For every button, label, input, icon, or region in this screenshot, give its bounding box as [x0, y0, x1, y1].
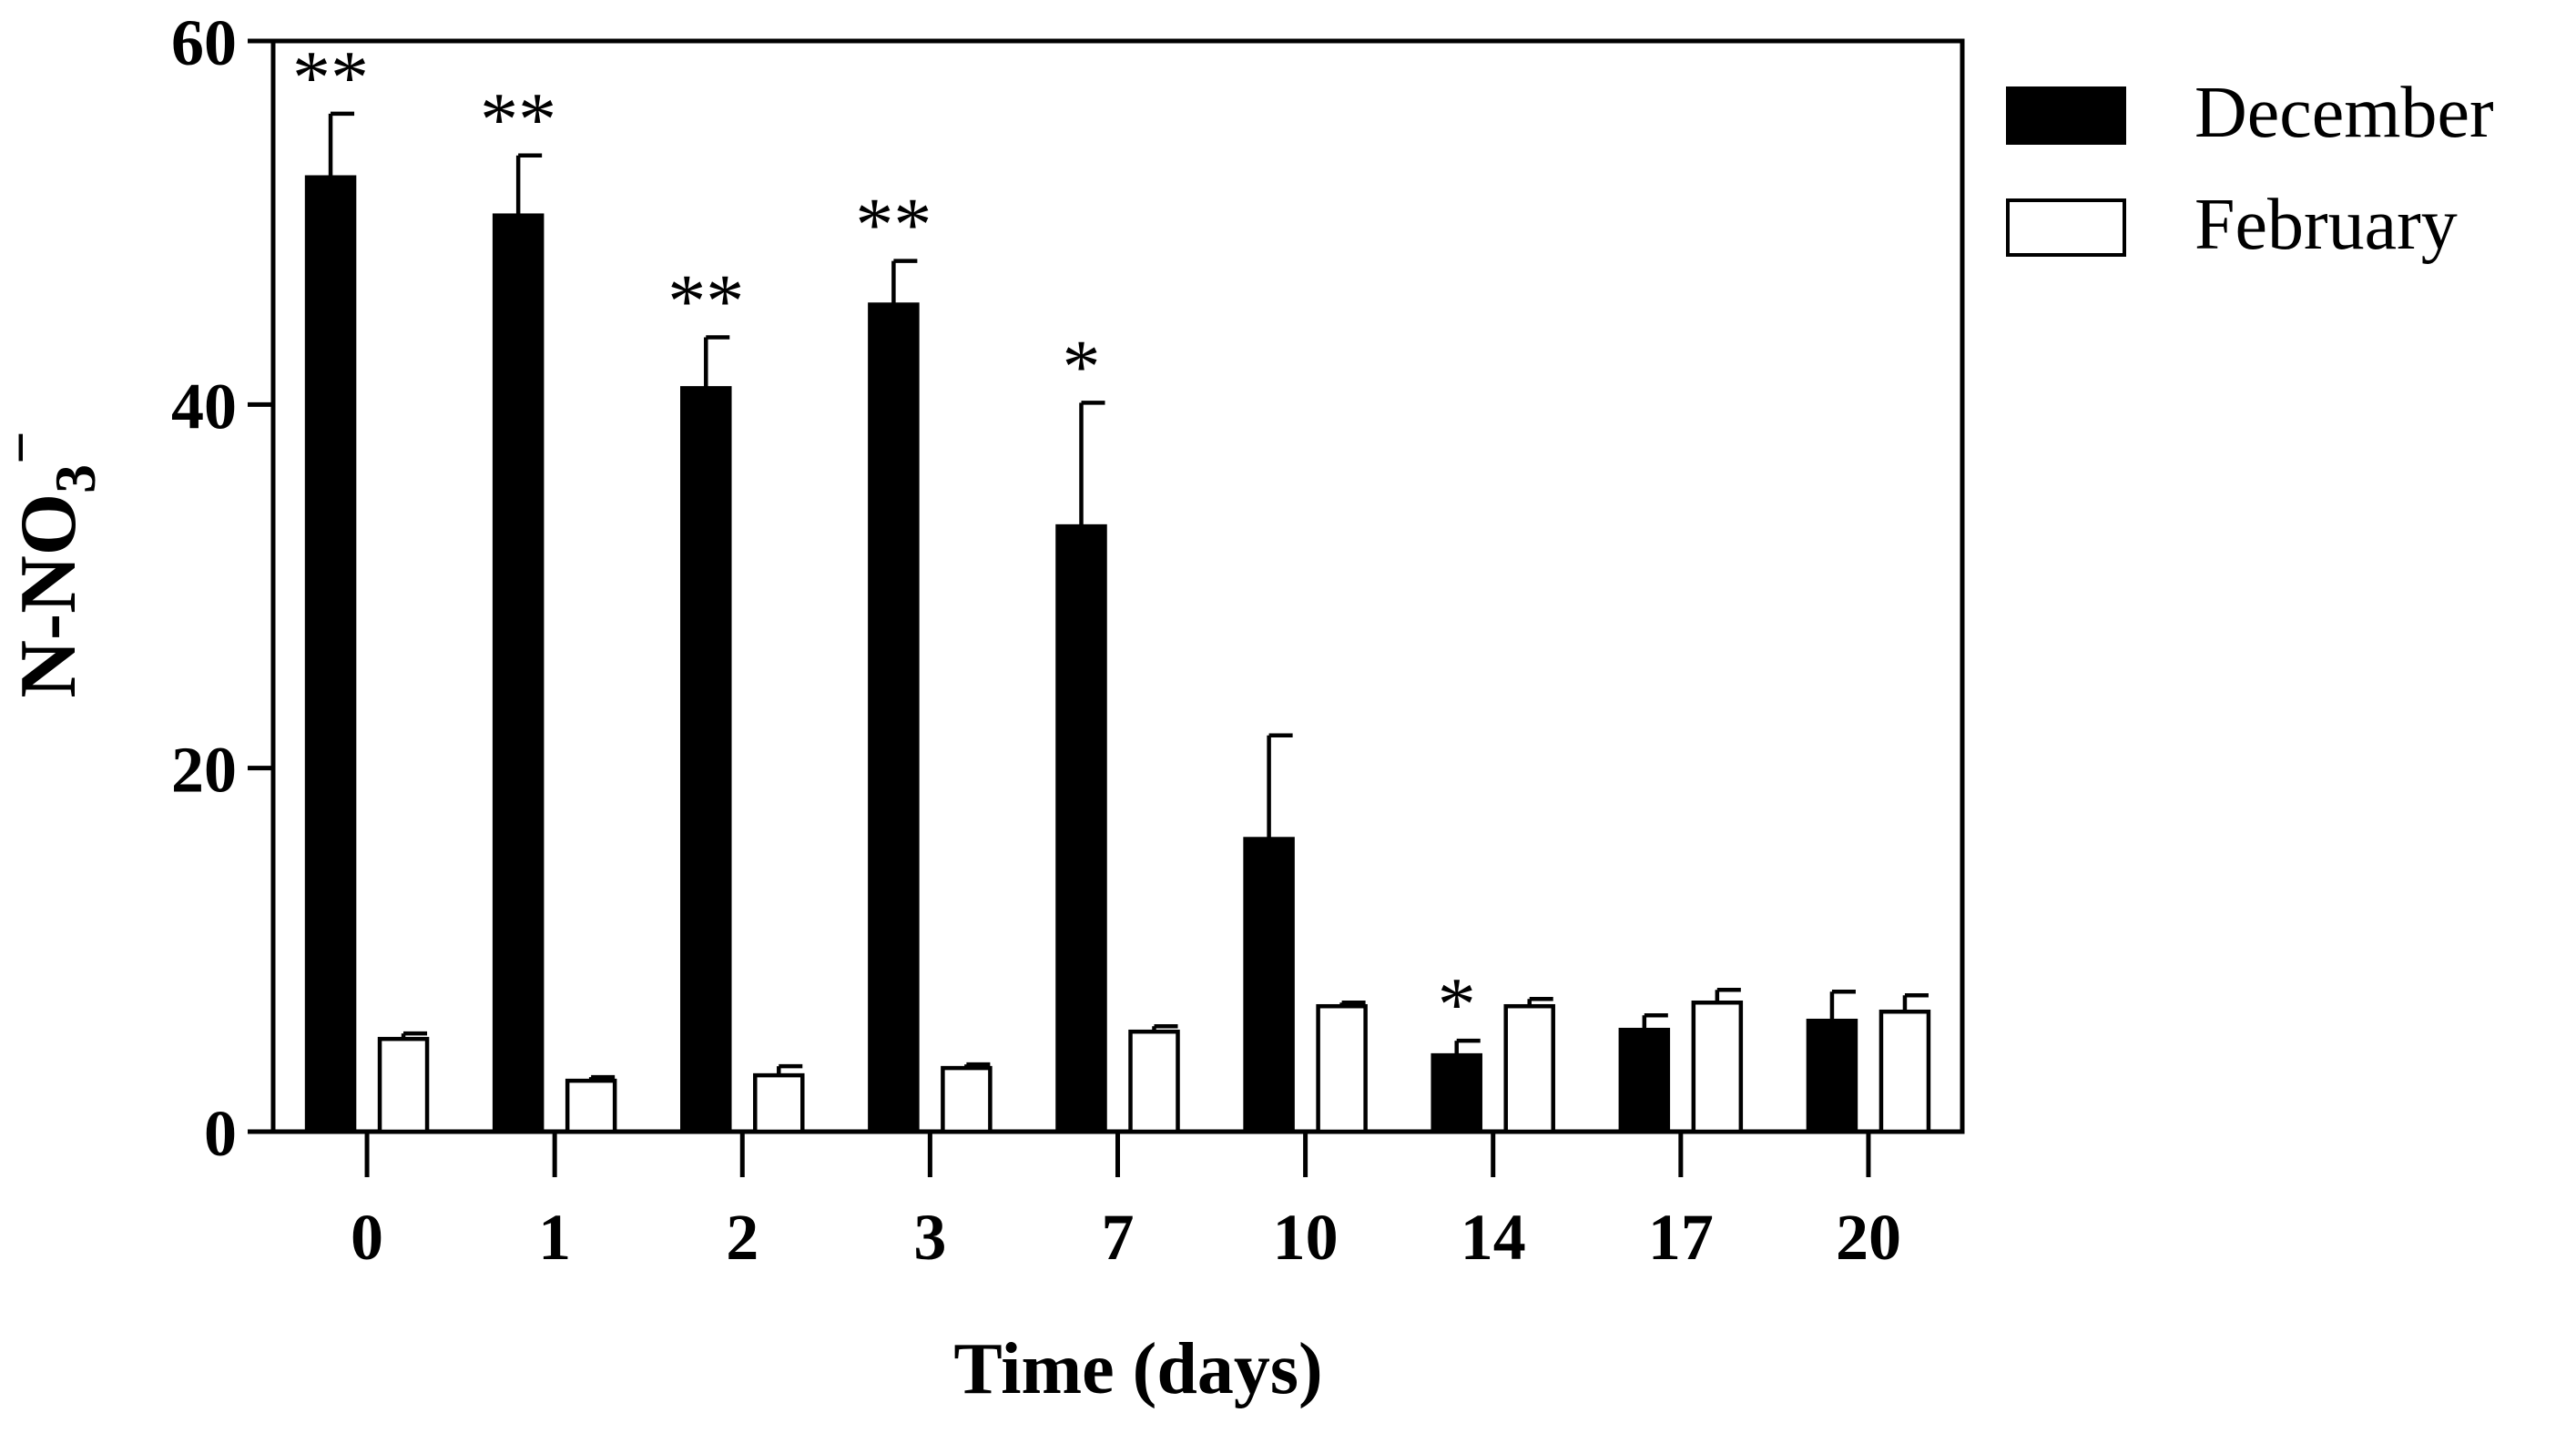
bar-february	[1691, 1000, 1744, 1134]
bar-december	[1806, 1018, 1858, 1134]
x-tick-label: 10	[1273, 1201, 1339, 1274]
significance-annotation: **	[480, 77, 556, 162]
legend-label-february: February	[2194, 185, 2458, 265]
x-tick-label: 20	[1836, 1201, 1901, 1274]
y-tick-label: 0	[204, 1097, 237, 1170]
y-tick-label: 40	[171, 370, 237, 442]
y-axis-title-main: N-NO	[5, 493, 93, 698]
legend-swatch-february	[2006, 198, 2126, 257]
y-tick-label: 60	[171, 6, 237, 79]
y-axis-title: N-NO3−	[0, 431, 107, 697]
x-tick-label: 14	[1461, 1201, 1526, 1274]
bar-february	[377, 1036, 430, 1134]
bar-december	[680, 386, 732, 1134]
bar-february	[1879, 1009, 1931, 1134]
significance-annotation: **	[292, 36, 369, 120]
bar-february	[1316, 1003, 1368, 1134]
bar-december	[1243, 837, 1295, 1134]
bar-december	[868, 302, 920, 1134]
y-axis-title-subscript: 3	[43, 464, 107, 493]
bars: ** ********	[292, 36, 1931, 1134]
x-tick-label: 7	[1102, 1201, 1135, 1274]
x-tick-label: 0	[351, 1201, 383, 1274]
x-tick-label: 2	[726, 1201, 759, 1274]
y-tick-label: 20	[171, 734, 237, 807]
significance-annotation: *	[1438, 962, 1476, 1047]
bar-december	[1055, 523, 1107, 1134]
bar-february	[565, 1078, 617, 1134]
significance-annotation: *	[1063, 324, 1101, 409]
bar-december	[1618, 1027, 1671, 1134]
bar-december	[304, 175, 357, 1134]
x-tick-label: 1	[538, 1201, 571, 1274]
significance-annotation: **	[667, 259, 744, 343]
bar-february	[941, 1065, 993, 1134]
bar-december	[1431, 1052, 1482, 1134]
bar-december	[492, 213, 545, 1134]
legend: December February	[2006, 73, 2494, 265]
significance-annotation: **	[855, 183, 932, 268]
bar-february	[1128, 1029, 1180, 1134]
legend-label-december: December	[2194, 73, 2494, 153]
y-axis-title-superscript: −	[0, 431, 53, 463]
x-tick-label: 17	[1648, 1201, 1714, 1274]
bar-february	[1503, 1003, 1555, 1134]
bar-february	[753, 1072, 805, 1134]
y-axis-title-group: N-NO3−	[0, 431, 107, 697]
legend-swatch-december	[2006, 86, 2126, 145]
x-tick-label: 3	[913, 1201, 946, 1274]
x-axis-title: Time (days)	[953, 1329, 1322, 1409]
